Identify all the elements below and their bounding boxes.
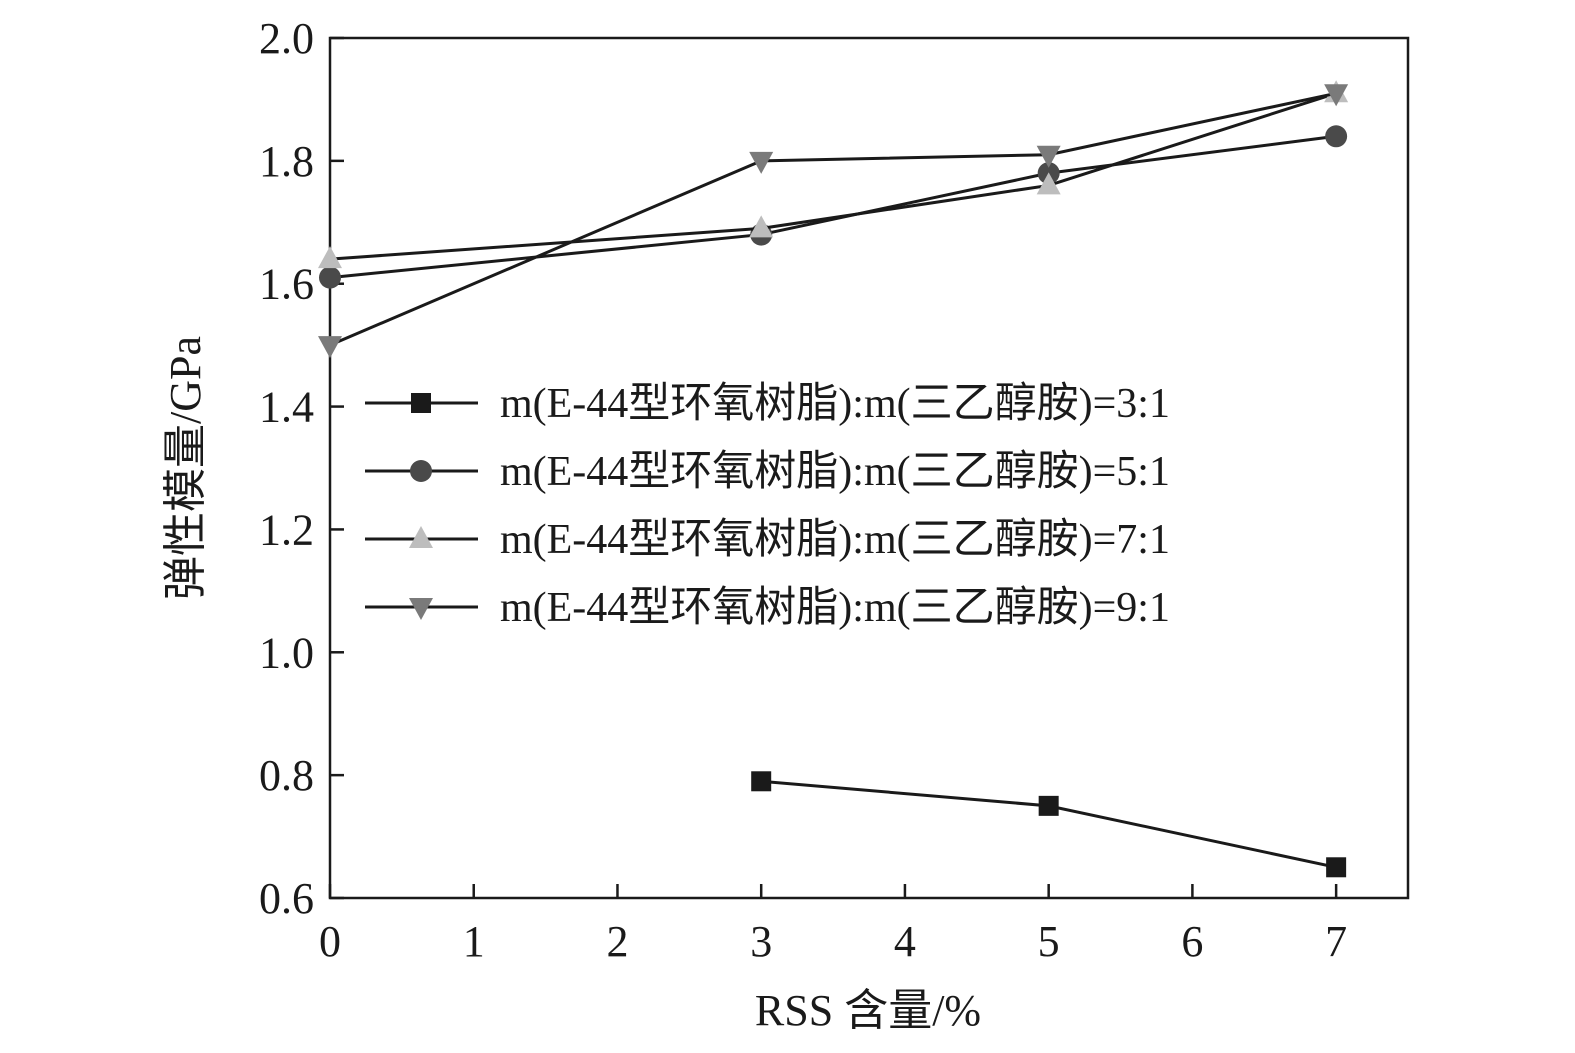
- legend-label: m(E-44型环氧树脂):m(三乙醇胺)=9:1: [500, 585, 1170, 631]
- legend: m(E-44型环氧树脂):m(三乙醇胺)=3:1 m(E-44型环氧树脂):m(三…: [365, 381, 1170, 631]
- legend-entry-1: m(E-44型环氧树脂):m(三乙醇胺)=3:1: [365, 381, 1170, 427]
- series-line: [329, 91, 1337, 261]
- y-tick-label: 1.6: [259, 260, 314, 309]
- y-tick-label: 0.6: [259, 874, 314, 923]
- legend-marker: [409, 526, 433, 548]
- series-1: [751, 771, 1347, 878]
- data-point: [1326, 857, 1347, 878]
- data-point: [749, 215, 774, 238]
- x-tick-label: 5: [1038, 917, 1060, 966]
- series-marks: [318, 80, 1349, 878]
- data-point: [751, 771, 772, 792]
- data-point: [318, 336, 342, 359]
- data-point: [1038, 795, 1059, 816]
- y-tick-label: 2.0: [259, 14, 314, 63]
- data-point: [319, 266, 341, 289]
- y-tick-label: 1.8: [259, 137, 314, 186]
- x-tick-label: 7: [1325, 917, 1347, 966]
- series-line: [329, 134, 1337, 280]
- data-point: [1036, 172, 1061, 195]
- data-point: [318, 246, 342, 269]
- x-tick-label: 1: [463, 917, 485, 966]
- x-tick-label: 4: [894, 917, 916, 966]
- plot-area: 0 1 2 3 4 5 6 7 0.6 0.8 1.0 1.2 1.4 1.6 1.8 2.0: [259, 14, 1410, 966]
- x-tick-label: 0: [319, 917, 341, 966]
- series-3: [318, 80, 1349, 269]
- legend-label: m(E-44型环氧树脂):m(三乙醇胺)=3:1: [500, 381, 1170, 427]
- legend-entry-3: m(E-44型环氧树脂):m(三乙醇胺)=7:1: [365, 517, 1170, 563]
- legend-label: m(E-44型环氧树脂):m(三乙醇胺)=7:1: [500, 517, 1170, 563]
- data-point: [749, 151, 774, 174]
- legend-entry-4: m(E-44型环氧树脂):m(三乙醇胺)=9:1: [365, 585, 1170, 631]
- y-tick-label: 0.8: [259, 751, 314, 800]
- y-tick-label: 1.4: [259, 383, 314, 432]
- x-axis-label: RSS 含量/%: [755, 986, 981, 1035]
- y-tick-label: 1.2: [259, 505, 314, 554]
- legend-label: m(E-44型环氧树脂):m(三乙醇胺)=5:1: [500, 449, 1170, 495]
- legend-marker: [409, 598, 433, 620]
- plot-frame: [328, 36, 1410, 900]
- series-2: [319, 125, 1348, 289]
- legend-entry-2: m(E-44型环氧树脂):m(三乙醇胺)=5:1: [365, 449, 1170, 495]
- data-point: [1036, 145, 1061, 168]
- x-tick-label: 6: [1181, 917, 1203, 966]
- x-tick-label: 3: [750, 917, 772, 966]
- series-line: [329, 91, 1337, 347]
- legend-marker: [410, 460, 432, 482]
- y-axis-label: 弹性模量/GPa: [161, 336, 210, 600]
- x-tick-label: 2: [606, 917, 628, 966]
- data-point: [1324, 84, 1349, 107]
- y-tick-label: 1.0: [259, 628, 314, 677]
- data-point: [1325, 125, 1348, 148]
- series-4: [318, 84, 1349, 359]
- legend-marker: [411, 393, 431, 413]
- series-line: [761, 779, 1337, 869]
